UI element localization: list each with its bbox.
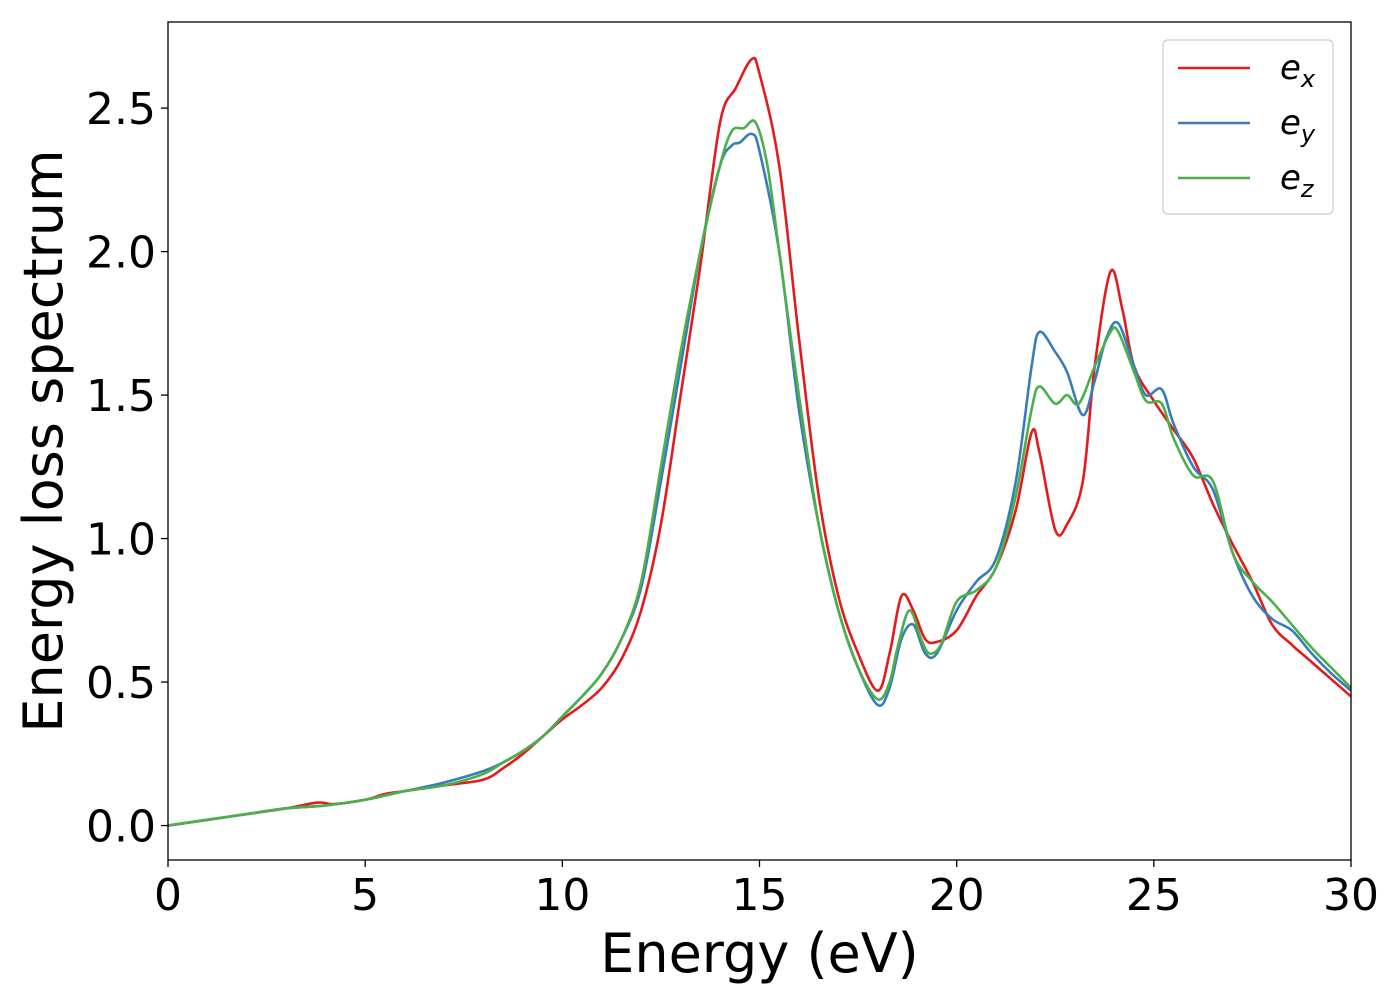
legend-label-ex: ex <box>1280 48 1316 93</box>
x-tick-label: 5 <box>351 870 379 921</box>
legend-box <box>1162 39 1334 215</box>
y-tick-label: 2.5 <box>86 84 156 135</box>
legend: ex ey ez <box>1162 39 1334 215</box>
x-tick-label: 25 <box>1126 870 1182 921</box>
x-tick-label: 30 <box>1323 870 1379 921</box>
y-tick-label: 1.0 <box>86 515 156 566</box>
x-tick-label: 20 <box>929 870 985 921</box>
x-axis-title: Energy (eV) <box>600 922 919 985</box>
x-tick-label: 10 <box>534 870 590 921</box>
series-line-ez <box>167 119 1352 827</box>
y-tick-label: 2.0 <box>86 228 156 279</box>
y-tick-label: 0.5 <box>86 658 156 709</box>
y-tick-label: 0.0 <box>86 802 156 853</box>
y-axis-title: Energy loss spectrum <box>12 149 75 732</box>
series-line-ex <box>167 56 1352 827</box>
legend-label-ey: ey <box>1280 103 1316 148</box>
y-axis: 0.0 0.5 1.0 1.5 2.0 2.5 <box>86 84 168 853</box>
x-tick-label: 0 <box>154 870 182 921</box>
legend-label-ez: ez <box>1280 158 1315 203</box>
series-layer <box>167 56 1352 827</box>
y-tick-label: 1.5 <box>86 371 156 422</box>
x-axis: 0 5 10 15 20 25 30 <box>154 860 1379 921</box>
x-tick-label: 15 <box>732 870 788 921</box>
